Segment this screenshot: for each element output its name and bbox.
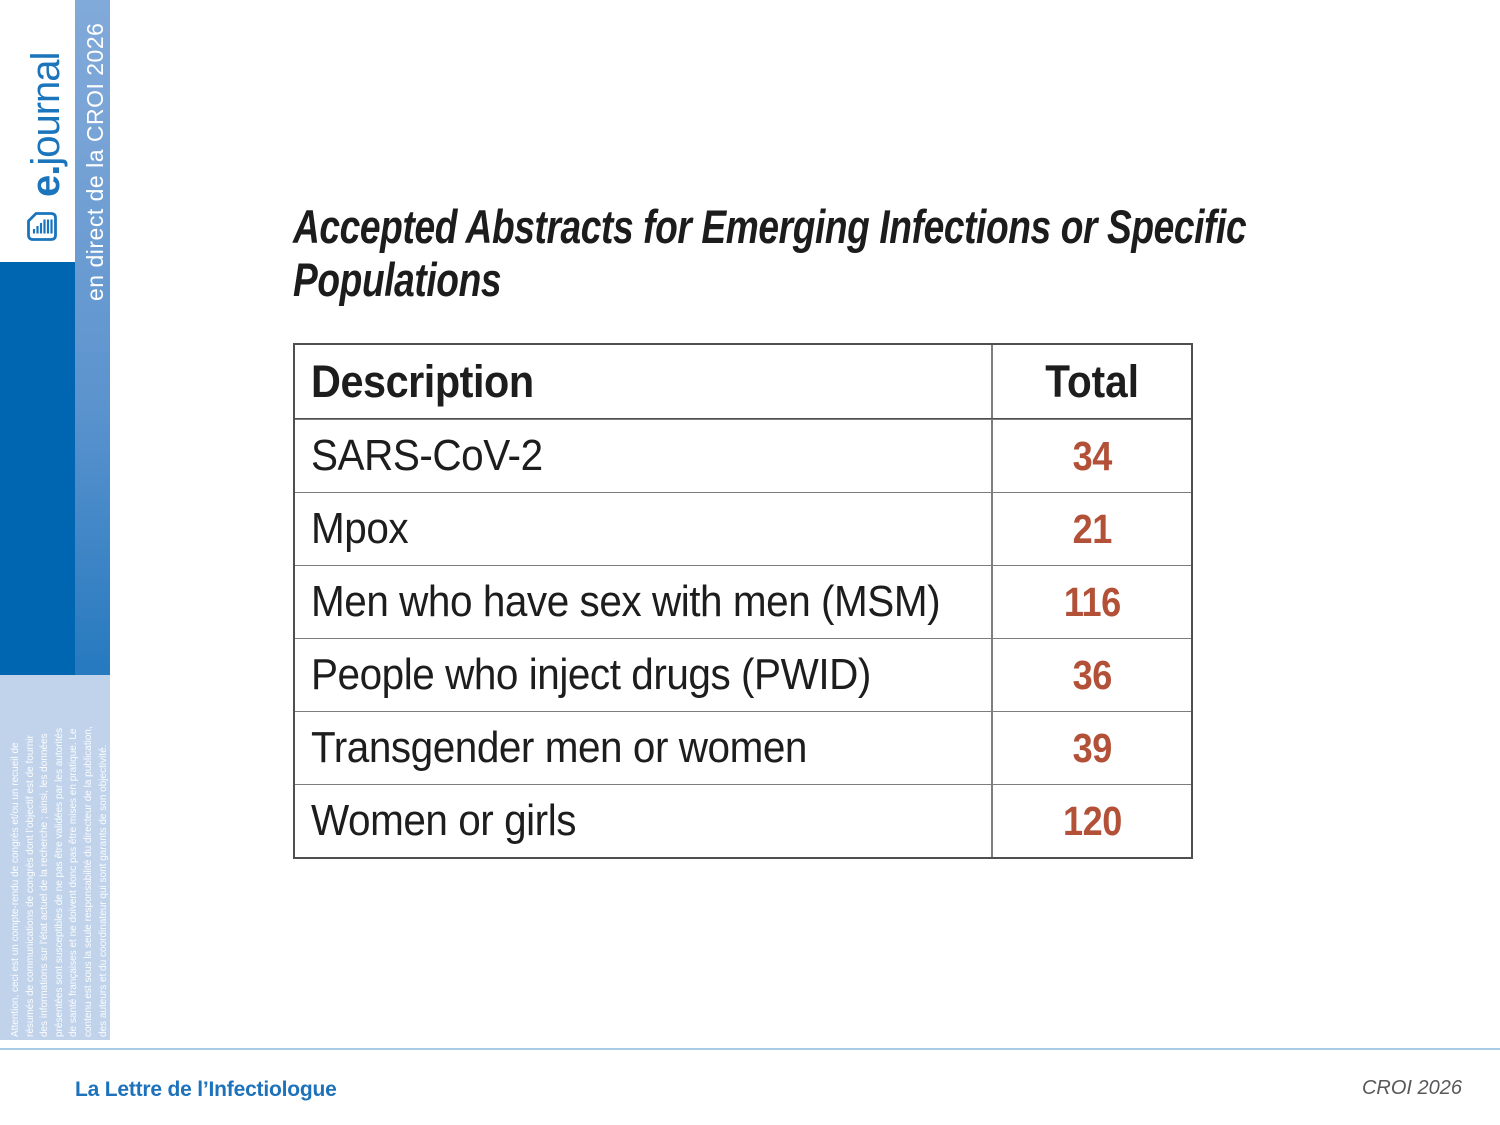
table-row: Women or girls 120 [295,784,1191,857]
row-description-label: People who inject drugs (PWID) [311,650,871,699]
disclaimer-text: Attention, ceci est un compte-rendu de c… [9,679,109,1037]
row-description: Mpox [295,493,991,565]
row-total: 116 [991,566,1191,638]
sidebar-dark-block [0,262,75,675]
ejournal-logo-rest: journal [24,52,68,166]
row-description-label: SARS-CoV-2 [311,431,543,480]
disclaimer-line: Attention, ceci est un compte-rendu de c… [10,742,21,1037]
footer-divider [0,1048,1500,1050]
sidebar-gradient-band [75,0,110,678]
table-header-description: Description [295,345,991,418]
row-description-label: Mpox [311,504,409,553]
row-total: 39 [991,712,1191,784]
ejournal-logo-text: e.journal [24,53,68,197]
row-description: People who inject drugs (PWID) [295,639,991,711]
band-label: en direct de la CROI 2026 [82,22,108,301]
slide-title: Accepted Abstracts for Emerging Infectio… [293,200,1320,306]
table-row: Men who have sex with men (MSM) 116 [295,565,1191,638]
abstracts-table: Description Total SARS-CoV-2 34 Mpox 21 … [293,343,1193,859]
row-total-value: 120 [1062,797,1122,844]
table-row: Transgender men or women 39 [295,711,1191,784]
table-header-total: Total [991,345,1191,418]
row-total: 120 [991,785,1191,857]
table-header-row: Description Total [295,345,1191,419]
row-total-value: 21 [1072,505,1112,552]
row-total-value: 39 [1072,724,1112,771]
row-total-value: 116 [1063,578,1121,625]
row-description: Women or girls [295,785,991,857]
ejournal-document-icon [27,212,57,241]
row-total: 34 [991,420,1191,492]
row-total-value: 34 [1072,432,1112,479]
footer-journal-name: La Lettre de l’Infectiologue [75,1078,337,1101]
slide-title-line1: Accepted Abstracts for Emerging Infectio… [293,200,1247,253]
disclaimer-line: contenu est sous la seule responsabilité… [82,726,94,1037]
row-description-label: Men who have sex with men (MSM) [311,577,941,626]
disclaimer-box [0,675,110,1040]
ejournal-logo-bold: e. [24,165,68,197]
row-total-value: 36 [1072,651,1112,698]
slide-title-line2: Populations [293,253,502,306]
table-row: People who inject drugs (PWID) 36 [295,638,1191,711]
table-header-description-label: Description [311,355,534,407]
row-description-label: Transgender men or women [311,723,807,772]
disclaimer-line: des auteurs et du coordinateur qui sont … [97,744,109,1037]
row-description: SARS-CoV-2 [295,420,991,492]
row-total: 21 [991,493,1191,565]
row-description: Men who have sex with men (MSM) [295,566,991,638]
row-description: Transgender men or women [295,712,991,784]
row-description-label: Women or girls [311,796,577,845]
table-header-total-label: Total [1045,355,1139,407]
table-row: Mpox 21 [295,492,1191,565]
disclaimer-line: présentées sont susceptibles de ne pas ê… [53,727,65,1037]
disclaimer-line: des informations sur l’état actuel de la… [39,733,51,1037]
footer-event-name: CROI 2026 [1361,1077,1462,1099]
disclaimer-line: de santé françaises et ne doivent donc p… [68,728,80,1037]
table-row: SARS-CoV-2 34 [295,419,1191,492]
row-total: 36 [991,639,1191,711]
disclaimer-line: résumés de communications de congrès don… [24,735,36,1037]
